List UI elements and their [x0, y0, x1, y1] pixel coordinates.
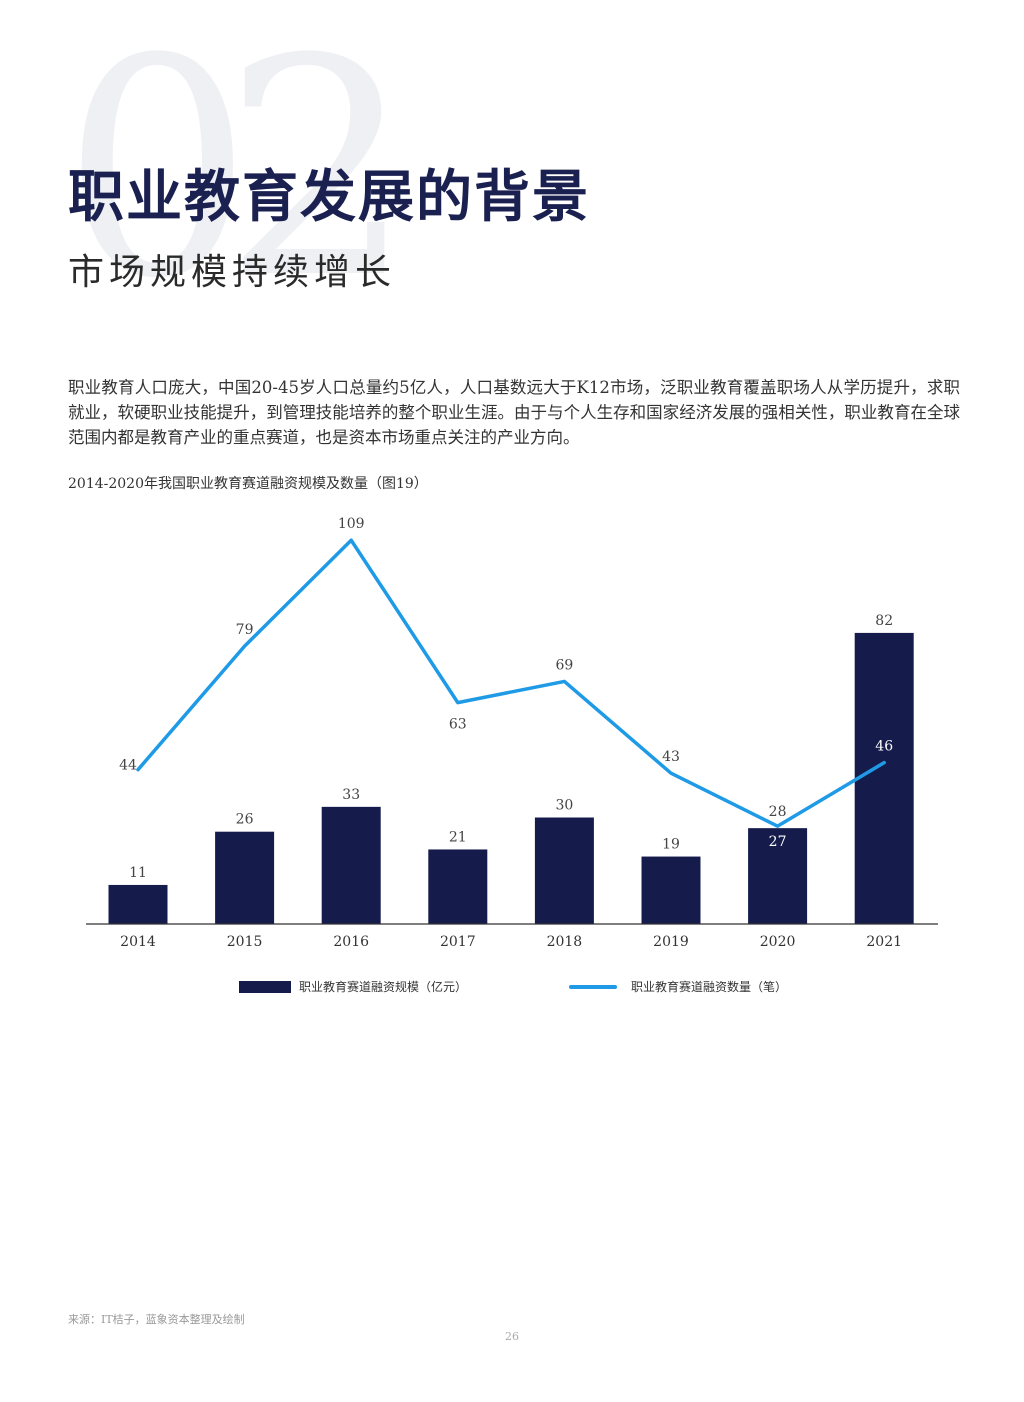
bar-2019 [641, 856, 701, 924]
x-tick-2020: 2020 [760, 934, 796, 950]
page-number: 26 [505, 1330, 519, 1343]
x-tick-2014: 2014 [120, 934, 156, 950]
bar-2021 [854, 632, 914, 924]
x-tick-2017: 2017 [440, 934, 476, 950]
legend-bar-swatch [239, 980, 291, 993]
legend-line-swatch [569, 984, 617, 989]
bar-2015 [215, 831, 275, 924]
line-value-label-2018: 69 [555, 657, 573, 673]
bar-value-label-2014: 11 [129, 865, 147, 881]
bar-value-label-2016: 33 [342, 787, 360, 803]
legend-bar-label: 职业教育赛道融资规模（亿元） [299, 980, 468, 994]
x-tick-2018: 2018 [547, 934, 583, 950]
line-value-label-2015: 79 [236, 622, 254, 638]
bar-2018 [534, 817, 594, 924]
bar-2020 [748, 828, 808, 924]
line-layer [136, 538, 886, 828]
legend-line-label: 职业教育赛道融资数量（笔） [631, 980, 788, 994]
page-subtitle: 市场规模持续增长 [68, 252, 397, 293]
x-tick-2016: 2016 [333, 934, 369, 950]
line-value-label-2019: 43 [662, 749, 680, 765]
line-value-label-2014: 44 [119, 758, 137, 774]
x-tick-labels: 2014 2015 2016 2017 2018 2019 2020 2021 [120, 934, 902, 950]
section-number-watermark: 02 [62, 0, 414, 344]
bar-2016 [321, 806, 381, 924]
bar-2014 [108, 884, 168, 924]
x-tick-2021: 2021 [866, 934, 902, 950]
bar-value-label-2020: 27 [769, 834, 787, 850]
x-tick-2019: 2019 [653, 934, 689, 950]
bar-value-label-2021: 82 [875, 613, 893, 629]
x-tick-2015: 2015 [227, 934, 263, 950]
legend-bar: 职业教育赛道融资规模（亿元） [239, 978, 467, 995]
bar-value-label-2015: 26 [236, 812, 254, 828]
source-note: 来源：IT桔子，蓝象资本整理及绘制 [68, 1313, 245, 1326]
bar-value-label-2019: 19 [662, 837, 680, 853]
funding-count-line [136, 538, 886, 828]
line-value-label-2017: 63 [449, 717, 467, 733]
labels-layer: 11 44 26 79 33 109 21 63 30 69 19 43 27 28 82 46 [119, 516, 893, 881]
bar-value-label-2017: 21 [449, 829, 467, 845]
line-value-label-2020: 28 [769, 804, 787, 820]
line-value-label-2021: 46 [875, 739, 893, 755]
line-value-label-2016: 109 [338, 516, 365, 532]
page-title: 职业教育发展的背景 [68, 164, 590, 230]
bar-value-label-2018: 30 [555, 798, 573, 814]
bar-2017 [428, 849, 488, 924]
bars-layer [108, 632, 914, 924]
intro-paragraph: 职业教育人口庞大，中国20-45岁人口总量约5亿人，人口基数远大于K12市场，泛… [68, 378, 960, 447]
chart-caption: 2014-2020年我国职业教育赛道融资规模及数量（图19） [68, 476, 428, 492]
legend-line: 职业教育赛道融资数量（笔） [569, 978, 787, 995]
